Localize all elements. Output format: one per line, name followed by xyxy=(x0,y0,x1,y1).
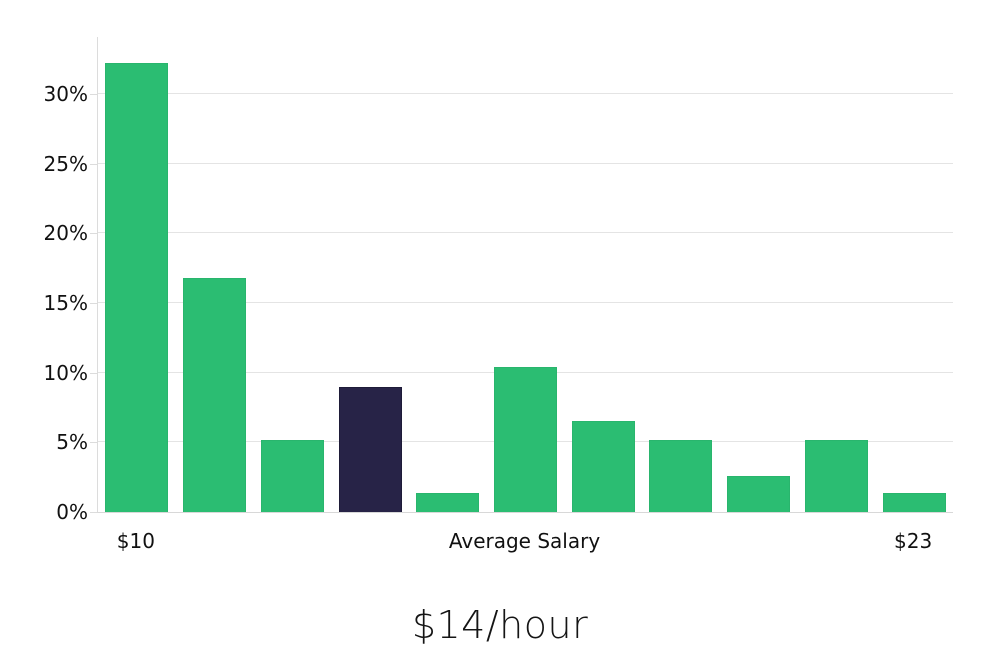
gridline-15% xyxy=(98,302,953,304)
y-tick-label: 10% xyxy=(43,360,88,385)
bar-6 xyxy=(493,367,557,512)
bar-3 xyxy=(260,439,324,512)
y-tick-mark xyxy=(90,233,97,235)
y-tick-mark xyxy=(90,303,97,305)
plot-area xyxy=(97,37,953,513)
bar-average-salary xyxy=(338,386,402,512)
gridline-20% xyxy=(98,232,953,234)
y-tick-label: 0% xyxy=(56,500,88,524)
y-tick-label: 20% xyxy=(43,221,88,246)
y-tick-label: 25% xyxy=(43,151,88,176)
x-axis-label: Average Salary xyxy=(448,529,601,553)
x-tick-label-min: $10 xyxy=(116,529,155,553)
bar-10 xyxy=(804,439,868,512)
gridline-30% xyxy=(98,93,953,95)
y-tick-mark xyxy=(90,94,97,96)
y-tick-mark xyxy=(90,163,97,165)
y-tick-mark xyxy=(90,442,97,444)
bar-11 xyxy=(882,492,946,512)
bar-7 xyxy=(571,421,635,512)
y-tick-label: 30% xyxy=(43,82,88,107)
gridline-25% xyxy=(98,162,953,164)
y-tick-mark xyxy=(90,372,97,374)
bar-1 xyxy=(105,63,169,512)
bar-2 xyxy=(183,277,247,512)
bars-group xyxy=(98,37,953,512)
y-tick-mark xyxy=(90,512,97,513)
bar-9 xyxy=(727,475,791,512)
y-tick-label: 5% xyxy=(56,430,88,455)
y-tick-label: 15% xyxy=(43,291,88,316)
chart-title: $14/hour xyxy=(411,603,589,647)
x-tick-label-max: $23 xyxy=(894,529,933,553)
bar-8 xyxy=(649,439,713,512)
bar-5 xyxy=(416,492,480,512)
